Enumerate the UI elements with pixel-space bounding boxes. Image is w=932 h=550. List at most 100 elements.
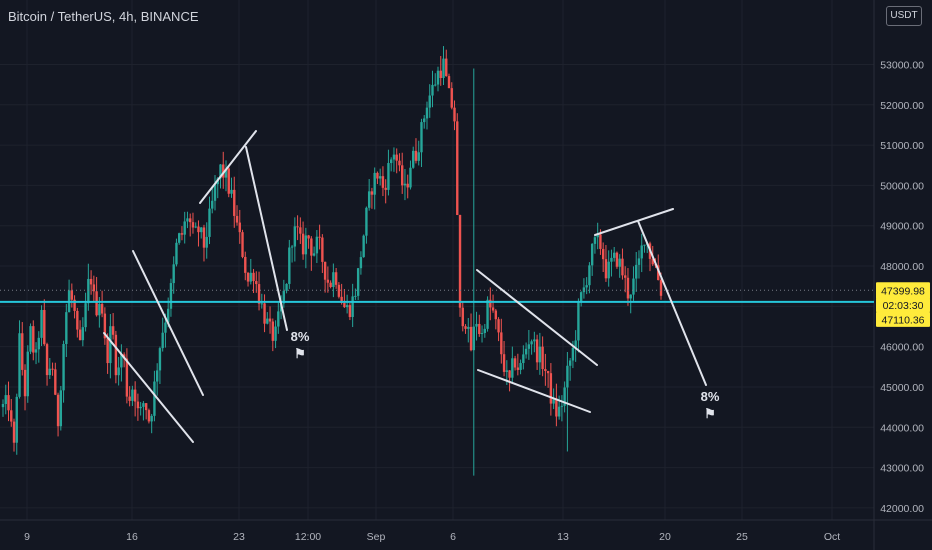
candle-body — [381, 176, 385, 188]
candle-body — [238, 222, 241, 233]
last-price-tag: 47399.98 — [881, 286, 925, 298]
candle-body — [538, 346, 542, 363]
candle-body — [211, 200, 214, 209]
candle-body — [524, 348, 528, 355]
candle-body — [78, 329, 82, 341]
candle-body — [494, 310, 498, 320]
trend-line — [132, 250, 204, 396]
candle-body — [502, 354, 506, 372]
candle-body — [76, 310, 79, 330]
x-tick-label: 9 — [24, 531, 30, 543]
countdown-tag: 02:03:30 — [883, 300, 924, 312]
candle-body — [32, 326, 35, 353]
candle-body — [582, 287, 586, 293]
candle-body — [166, 308, 170, 323]
candle-body — [624, 275, 627, 278]
candle-body — [332, 272, 335, 287]
candle-body — [593, 237, 597, 244]
candle-body — [450, 88, 453, 108]
candle-body — [549, 373, 553, 404]
candle-body — [54, 369, 57, 395]
candle-body — [172, 264, 175, 284]
candle-body — [657, 265, 660, 281]
level-price-tag-bg — [876, 311, 930, 327]
x-tick-label: 25 — [736, 531, 748, 543]
x-tick-label: 12:00 — [295, 531, 321, 543]
candle-body — [417, 152, 420, 161]
candle-body — [45, 344, 49, 376]
target-annotation-label: 8% — [291, 329, 310, 344]
candle-body — [541, 346, 544, 370]
candle-body — [40, 309, 43, 338]
candle-body — [373, 172, 376, 195]
candle-body — [323, 261, 327, 280]
drawings — [103, 130, 707, 443]
candle-body — [34, 349, 38, 353]
candle-body — [637, 258, 641, 265]
candle-body — [516, 367, 520, 370]
candle-body — [362, 235, 365, 258]
candle-body — [252, 272, 255, 282]
candle-body — [109, 326, 112, 364]
candle-body — [643, 244, 646, 246]
candle-body — [436, 70, 440, 85]
candle-body — [43, 309, 46, 345]
candle-body — [274, 326, 277, 341]
flag-icon: ⚑ — [294, 346, 306, 361]
candle-body — [321, 237, 324, 262]
candle-body — [21, 333, 24, 370]
candle-body — [403, 183, 407, 186]
last-price-tag-bg — [876, 282, 930, 300]
candle-body — [62, 344, 65, 391]
candle-body — [365, 207, 368, 236]
candle-body — [205, 236, 208, 248]
candle-body — [301, 233, 305, 255]
candle-body — [431, 84, 434, 96]
candle-body — [114, 334, 118, 376]
candle-body — [472, 326, 475, 351]
candle-body — [257, 284, 261, 304]
candle-body — [458, 214, 462, 308]
candle-body — [398, 160, 401, 166]
candle-body — [315, 236, 319, 254]
currency-selector-button[interactable]: USDT — [886, 6, 922, 26]
candle-body — [263, 303, 266, 324]
candle-body — [197, 226, 200, 233]
candle-body — [378, 176, 382, 179]
candle-body — [552, 398, 555, 404]
candle-body — [478, 323, 481, 335]
candle-body — [249, 272, 252, 282]
candle-body — [511, 358, 514, 378]
y-tick-label: 43000.00 — [880, 463, 924, 475]
candle-body — [189, 218, 192, 223]
candle-body — [89, 278, 93, 285]
candle-body — [376, 172, 379, 179]
y-tick-label: 48000.00 — [880, 261, 924, 273]
candle-body — [434, 84, 437, 86]
candle-body — [445, 58, 448, 77]
candle-body — [612, 252, 616, 258]
candle-body — [387, 163, 390, 190]
candle-body — [348, 305, 352, 318]
candle-body — [37, 337, 40, 350]
candle-body — [345, 305, 349, 308]
candle-body — [618, 258, 621, 267]
y-tick-label: 49000.00 — [880, 221, 924, 233]
candle-body — [401, 165, 404, 186]
candle-body — [588, 265, 591, 286]
candle-body — [456, 121, 459, 215]
candle-body — [640, 245, 643, 259]
candle-body — [555, 398, 558, 417]
candle-body — [120, 354, 123, 368]
candle-body — [128, 396, 131, 401]
candle-body — [23, 369, 27, 397]
candle-body — [607, 261, 610, 279]
candle-body — [337, 284, 341, 297]
candle-body — [461, 307, 464, 327]
candle-body — [566, 365, 569, 388]
candle-body — [579, 292, 583, 303]
chart-title: Bitcoin / TetherUS, 4h, BINANCE — [8, 9, 199, 24]
candle-body — [412, 150, 415, 168]
